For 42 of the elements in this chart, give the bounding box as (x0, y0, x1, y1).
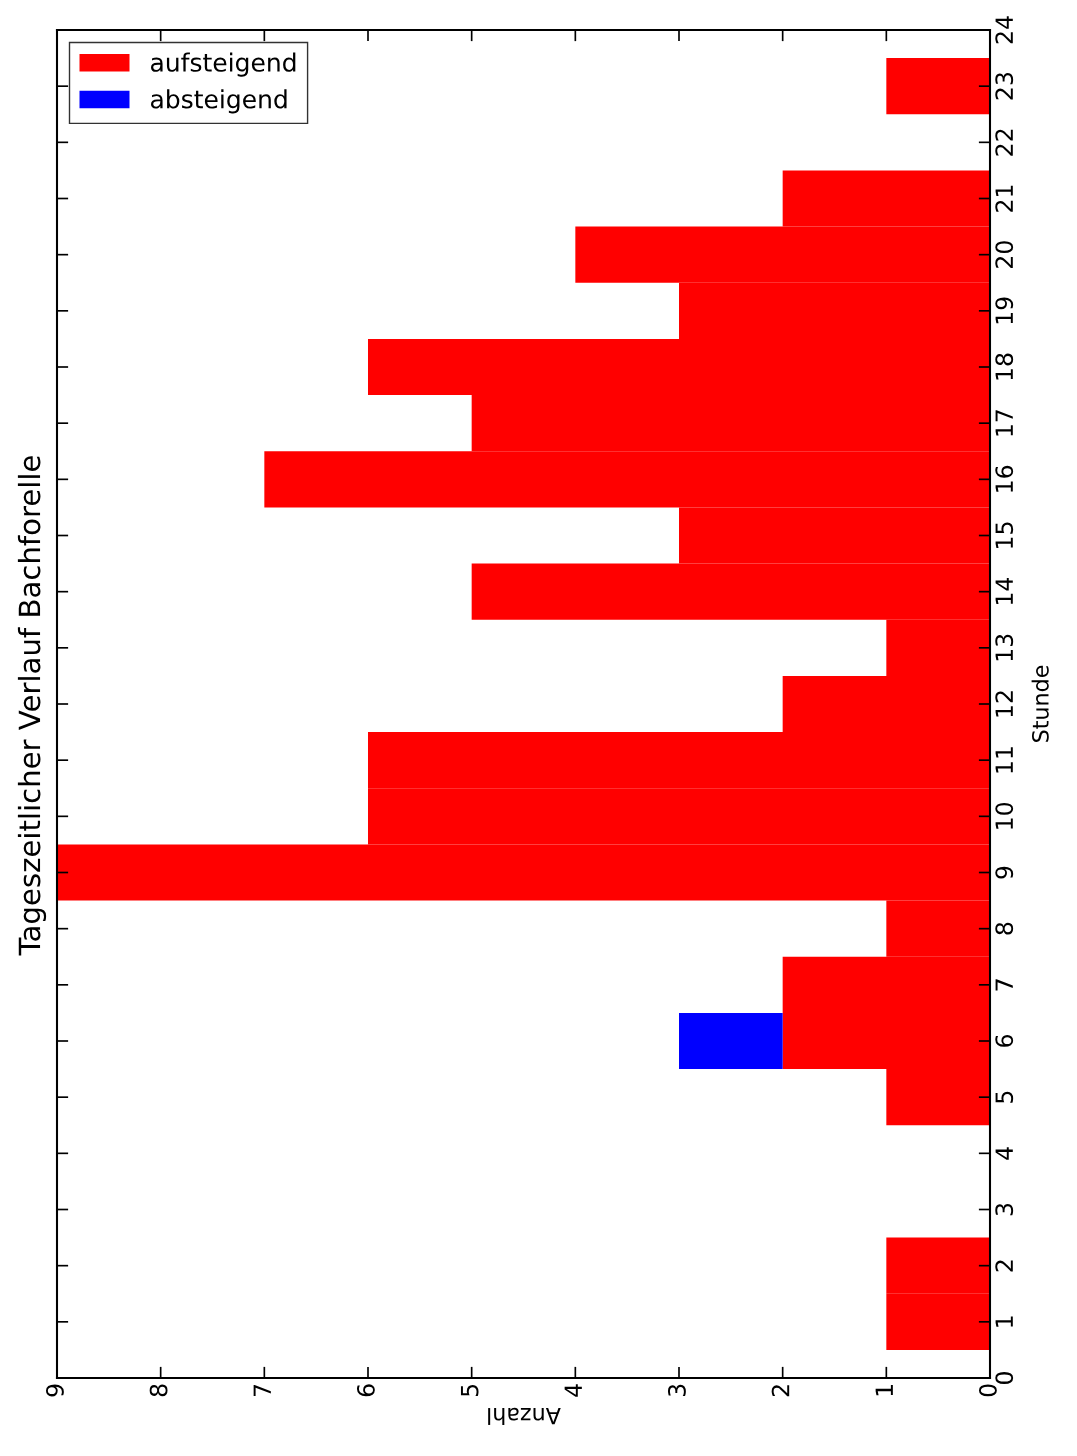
y-tick-label: 7 (995, 979, 1013, 991)
y-tick-label: 23 (995, 73, 1014, 100)
y-tick-label: 3 (995, 1203, 1014, 1216)
y-axis-title: Stunde (1031, 665, 1049, 742)
y-tick-label: 12 (995, 691, 1013, 717)
bar (886, 58, 990, 115)
x-tick-label: 1 (875, 1385, 893, 1396)
x-axis-title: Anzahl (488, 1407, 561, 1425)
y-tick-label: 22 (995, 129, 1013, 156)
x-tick-label: 2 (771, 1385, 790, 1397)
x-tick-label: 3 (667, 1384, 686, 1397)
y-tick-label: 4 (995, 1147, 1013, 1160)
x-tick-label: 6 (356, 1384, 375, 1397)
x-tick-label: 8 (149, 1384, 168, 1397)
text: Tageszeitlicher Verlauf Bachforelle (17, 456, 47, 956)
legend-label: aufsteigend (151, 52, 296, 77)
y-tick-label: 18 (995, 353, 1014, 380)
legend-label: absteigend (151, 89, 287, 114)
y-tick-label: 17 (995, 410, 1013, 436)
y-tick-label: 21 (995, 185, 1013, 212)
x-tick-label: 0 (978, 1384, 997, 1397)
y-tick-label: 13 (995, 634, 1014, 661)
bar (679, 1012, 783, 1070)
y-tick-label: 2 (995, 1260, 1013, 1272)
y-tick-label: 24 (995, 16, 1013, 44)
x-tick-label: 9 (45, 1384, 64, 1397)
y-tick-label: 16 (995, 465, 1014, 492)
y-tick-label: 1 (995, 1316, 1013, 1327)
y-tick-label: 19 (995, 297, 1014, 324)
x-tick-label: 5 (460, 1384, 479, 1397)
y-tick-label: 8 (995, 922, 1014, 935)
y-tick-label: 0 (995, 1372, 1014, 1384)
y-tick-label: 9 (995, 866, 1014, 879)
y-tick-label: 14 (995, 577, 1013, 605)
x-tick-label: 4 (564, 1384, 582, 1397)
y-tick-label: 15 (995, 522, 1014, 548)
y-tick-label: 10 (995, 802, 1014, 829)
y-tick-label: 5 (995, 1091, 1014, 1103)
y-tick-label: 11 (995, 747, 1013, 773)
x-tick-label: 7 (253, 1384, 271, 1396)
y-tick-label: 6 (995, 1034, 1014, 1047)
y-tick-label: 20 (995, 241, 1014, 268)
